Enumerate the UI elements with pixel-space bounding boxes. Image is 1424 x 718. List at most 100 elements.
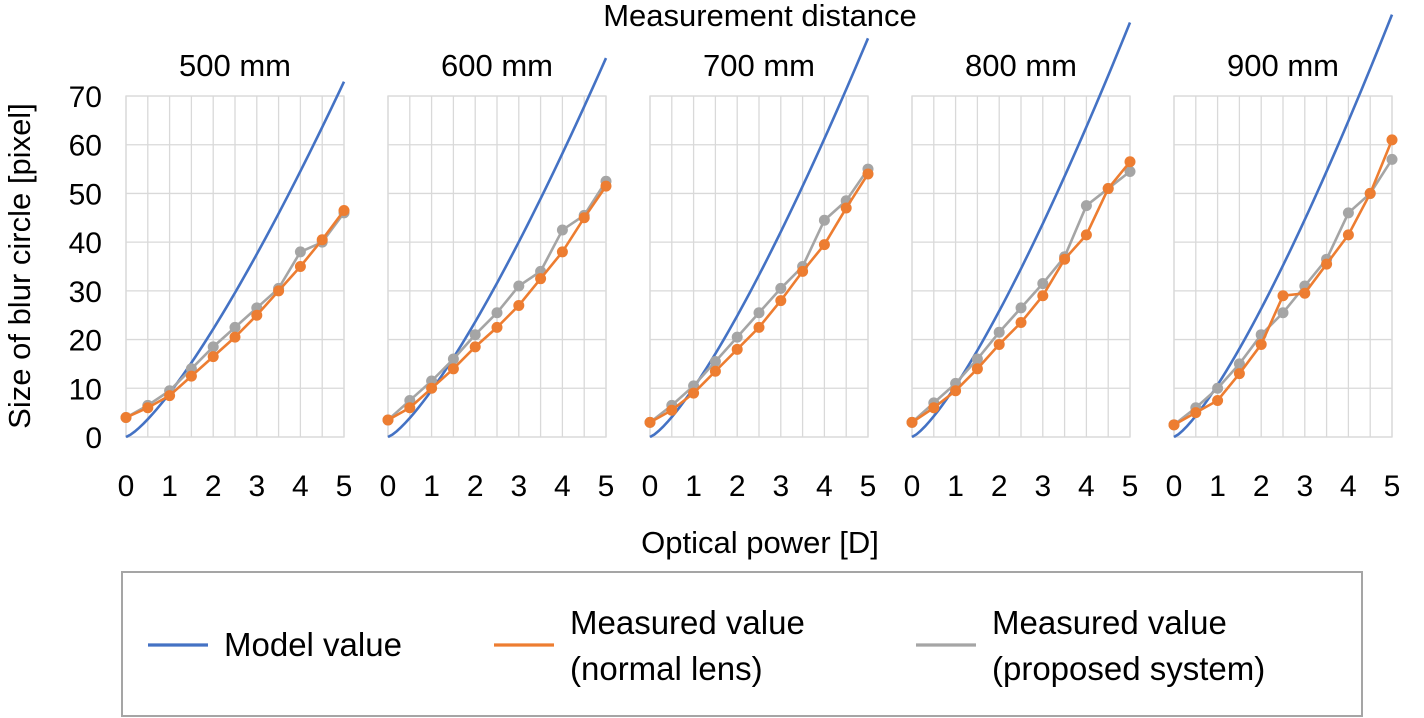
y-tick-label: 10 bbox=[69, 373, 102, 406]
normal-lens-point bbox=[556, 246, 568, 258]
x-tick-label: 1 bbox=[423, 470, 440, 503]
proposed-system-point bbox=[753, 307, 765, 319]
normal-lens-point bbox=[1015, 317, 1027, 329]
proposed-system-point bbox=[775, 282, 787, 294]
normal-lens-point bbox=[164, 390, 176, 402]
gridlines bbox=[387, 95, 607, 438]
x-tick-label: 2 bbox=[991, 470, 1008, 503]
normal-lens-point bbox=[578, 212, 590, 224]
normal-lens-point bbox=[469, 341, 481, 353]
plot-frame bbox=[1173, 95, 1393, 438]
normal-lens-point bbox=[688, 387, 700, 399]
proposed-system-point bbox=[971, 353, 983, 365]
y-tick-label: 70 bbox=[69, 81, 102, 114]
normal-lens-point bbox=[1102, 183, 1114, 195]
normal-lens-point bbox=[797, 265, 809, 277]
x-tick-label: 2 bbox=[729, 470, 746, 503]
x-tick-label: 5 bbox=[1384, 470, 1401, 503]
normal-lens-point bbox=[1190, 407, 1202, 419]
plot-frame bbox=[649, 95, 869, 438]
x-tick-label: 3 bbox=[1034, 470, 1051, 503]
plot-frame bbox=[387, 95, 607, 438]
normal-lens-point bbox=[229, 331, 241, 343]
x-tick-label: 1 bbox=[685, 470, 702, 503]
normal-lens-point bbox=[950, 385, 962, 397]
normal-lens-point bbox=[1364, 187, 1376, 199]
proposed-system-point bbox=[731, 331, 743, 343]
legend-label: (normal lens) bbox=[570, 650, 763, 687]
x-tick-label: 2 bbox=[467, 470, 484, 503]
x-tick-label: 0 bbox=[642, 470, 659, 503]
normal-lens-point bbox=[382, 414, 394, 426]
x-tick-label: 0 bbox=[380, 470, 397, 503]
x-tick-label: 0 bbox=[904, 470, 921, 503]
model-value-line bbox=[125, 81, 346, 439]
proposed-system-point bbox=[709, 355, 721, 367]
normal-lens-point bbox=[1080, 229, 1092, 241]
x-tick-label: 4 bbox=[1340, 470, 1357, 503]
x-tick-label: 4 bbox=[1078, 470, 1095, 503]
y-tick-label: 50 bbox=[69, 178, 102, 211]
x-tick-label: 2 bbox=[205, 470, 222, 503]
proposed-system-point bbox=[447, 353, 459, 365]
legend-label: Measured value bbox=[570, 604, 805, 641]
normal-lens-point bbox=[1168, 419, 1180, 431]
panel-title: 900 mm bbox=[1227, 48, 1339, 83]
normal-lens-point bbox=[666, 404, 678, 416]
panel-title: 500 mm bbox=[179, 48, 291, 83]
proposed-system-point bbox=[469, 329, 481, 341]
proposed-system-point bbox=[1277, 307, 1289, 319]
normal-lens-point bbox=[731, 343, 743, 355]
x-tick-label: 3 bbox=[1296, 470, 1313, 503]
panel-1: 500 mm 0 1 2 3 4 5 bbox=[118, 48, 353, 503]
normal-lens-point bbox=[906, 416, 918, 428]
normal-lens-point bbox=[1124, 156, 1136, 168]
y-tick-label: 40 bbox=[69, 227, 102, 260]
legend-item-model: Model value bbox=[148, 626, 402, 663]
plot-frame bbox=[125, 95, 345, 438]
x-tick-label: 4 bbox=[816, 470, 833, 503]
normal-lens-point bbox=[818, 239, 830, 251]
y-tick-label: 30 bbox=[69, 276, 102, 309]
x-tick-label: 2 bbox=[1253, 470, 1270, 503]
gridlines bbox=[649, 95, 869, 438]
normal-lens-point bbox=[207, 351, 219, 363]
normal-lens-point bbox=[1342, 229, 1354, 241]
x-tick-label: 5 bbox=[1122, 470, 1139, 503]
y-axis-ticks: 0 10 20 30 40 50 60 70 bbox=[69, 81, 102, 455]
normal-lens-point bbox=[251, 309, 263, 321]
normal-lens-point bbox=[404, 402, 416, 414]
normal-lens-point bbox=[840, 202, 852, 214]
normal-lens-point bbox=[753, 321, 765, 333]
proposed-system-point bbox=[993, 326, 1005, 338]
normal-lens-point bbox=[120, 412, 132, 424]
x-tick-label: 3 bbox=[510, 470, 527, 503]
x-tick-label: 4 bbox=[292, 470, 309, 503]
proposed-system-point bbox=[229, 321, 241, 333]
normal-lens-point bbox=[535, 273, 547, 285]
normal-lens-point bbox=[294, 261, 306, 272]
legend-item-normal: Measured value (normal lens) bbox=[494, 604, 805, 687]
x-axis-label: Optical power [D] bbox=[641, 525, 879, 560]
normal-lens-point bbox=[426, 382, 438, 394]
x-tick-label: 5 bbox=[598, 470, 615, 503]
plot-frame bbox=[911, 95, 1131, 438]
legend-box bbox=[121, 571, 1363, 717]
normal-lens-point bbox=[1037, 290, 1049, 302]
proposed-system-point bbox=[294, 246, 306, 258]
normal-lens-point bbox=[644, 416, 656, 428]
x-tick-label: 5 bbox=[860, 470, 877, 503]
y-tick-label: 20 bbox=[69, 325, 102, 358]
normal-lens-point bbox=[1277, 290, 1289, 302]
panel-2: 600 mm 0 1 2 3 4 5 bbox=[380, 48, 615, 503]
normal-lens-point bbox=[775, 295, 787, 307]
proposed-system-point bbox=[1386, 153, 1398, 165]
proposed-system-point bbox=[1342, 207, 1354, 219]
x-tick-label: 1 bbox=[947, 470, 964, 503]
normal-lens-point bbox=[1233, 368, 1245, 380]
normal-lens-point bbox=[600, 180, 612, 192]
proposed-system-point bbox=[1037, 278, 1049, 290]
proposed-system-point bbox=[1233, 358, 1245, 370]
